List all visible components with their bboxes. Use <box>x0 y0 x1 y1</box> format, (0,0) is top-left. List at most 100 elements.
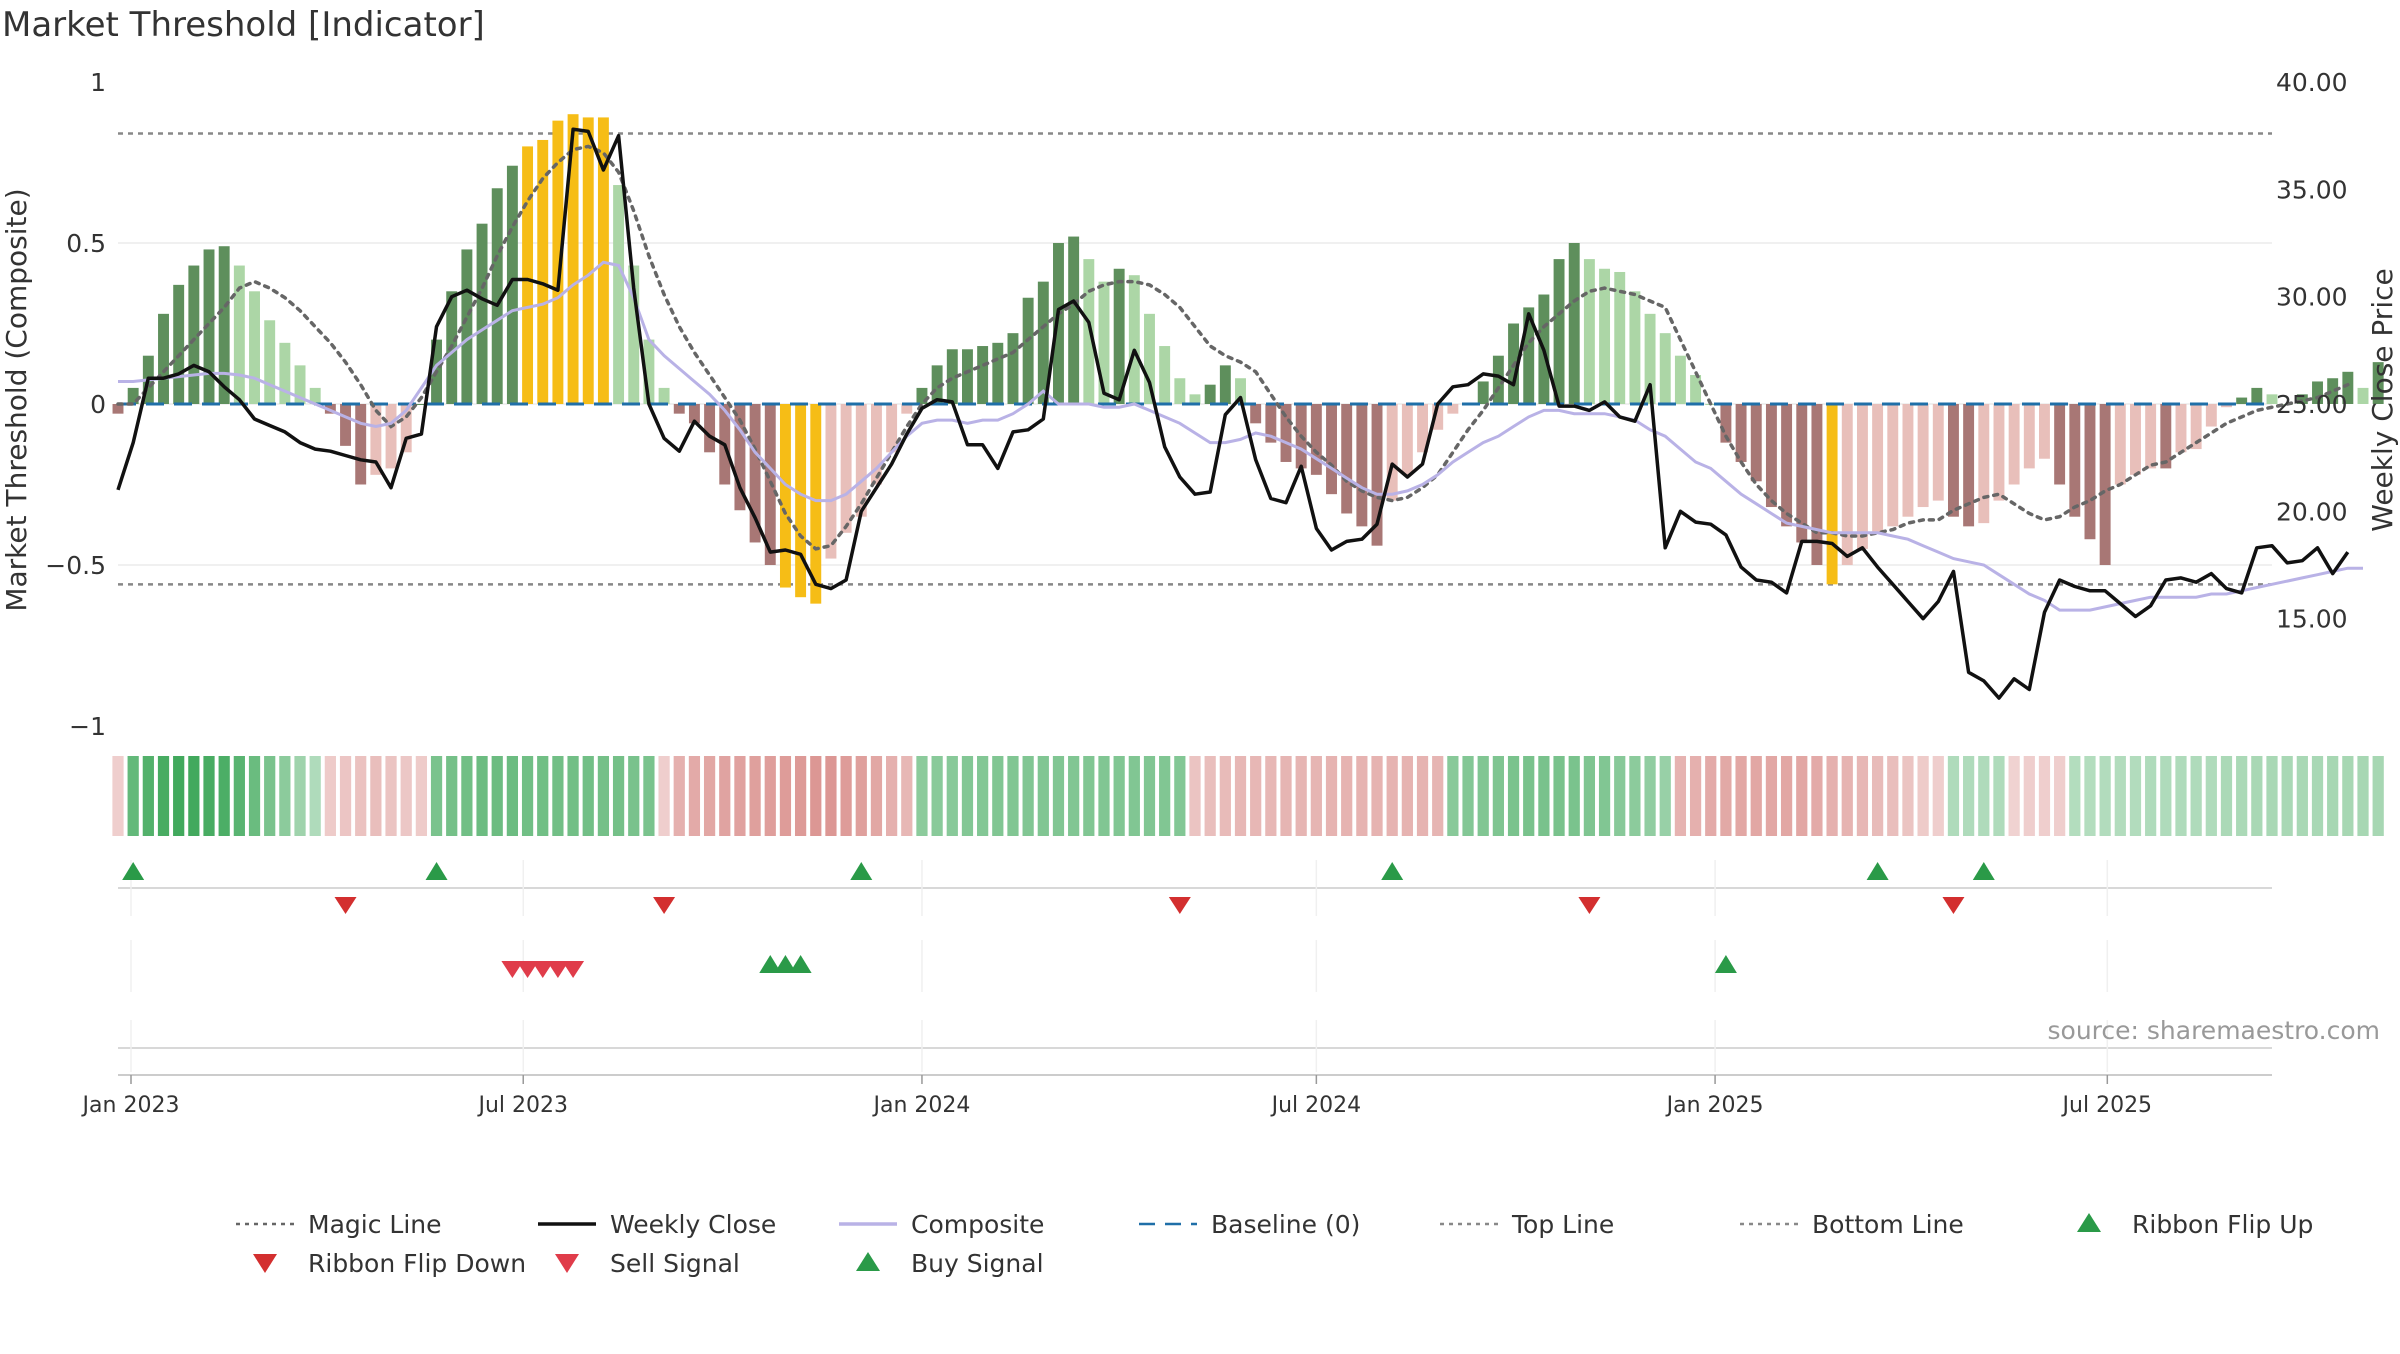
ribbon-cell <box>233 756 245 836</box>
composite-bar <box>795 404 807 598</box>
composite-bar <box>1553 259 1565 404</box>
chart-title: Market Threshold [Indicator] <box>2 5 485 45</box>
composite-bar <box>2327 378 2339 404</box>
composite-bar <box>1113 268 1125 404</box>
ribbon-cell <box>1689 756 1702 836</box>
ribbon-cell <box>1811 756 1823 836</box>
composite-bar <box>704 404 716 453</box>
ribbon-cell <box>279 756 291 836</box>
ribbon-cell <box>2190 756 2202 836</box>
ribbon-cell <box>1780 756 1793 836</box>
legend-item: Magic Line <box>236 1210 442 1239</box>
sell-signal-marker <box>546 961 569 978</box>
ribbon-cell <box>1856 756 1869 836</box>
ribbon-flip-down-marker <box>653 897 676 914</box>
left-tick-label: 0.5 <box>66 229 106 258</box>
ribbon-cell <box>794 756 807 836</box>
legend-label: Bottom Line <box>1812 1210 1964 1239</box>
ribbon-cell <box>688 756 701 836</box>
composite-bar <box>673 404 685 414</box>
composite-bar <box>1204 384 1216 404</box>
composite-bar <box>2084 404 2096 540</box>
ribbon-cell <box>1765 756 1778 836</box>
ribbon-cell <box>1219 756 1231 836</box>
x-tick-label: Jul 2025 <box>2061 1093 2153 1118</box>
composite-bar <box>613 185 625 404</box>
composite-bar <box>946 349 958 404</box>
right-tick-label: 20.00 <box>2276 497 2348 526</box>
ribbon-cell <box>1871 756 1884 836</box>
ribbon-cell <box>1356 756 1368 836</box>
legend-item: Ribbon Flip Up <box>2077 1210 2313 1239</box>
ribbon-flip-down-marker <box>334 897 357 914</box>
legend-item: Composite <box>839 1210 1044 1239</box>
composite-bar <box>1993 404 2005 501</box>
ribbon-cell <box>961 756 974 836</box>
composite-bar <box>1250 404 1262 424</box>
legend-item: Bottom Line <box>1740 1210 1964 1239</box>
ribbon-cell <box>992 756 1004 836</box>
ribbon-cell <box>901 756 913 836</box>
composite-bar <box>901 404 913 414</box>
left-tick-label: −1 <box>69 712 106 741</box>
left-axis-label: Market Threshold (Composite) <box>0 188 33 611</box>
ribbon-cell <box>2129 756 2142 836</box>
ribbon-cell <box>567 756 579 836</box>
composite-bar <box>1750 404 1762 482</box>
composite-bar <box>1265 404 1277 443</box>
composite-bars <box>112 114 2384 604</box>
weekly-close-line <box>116 127 2350 700</box>
composite-bar <box>1902 404 1914 517</box>
composite-bar <box>203 249 215 404</box>
composite-bar <box>158 313 169 404</box>
ribbon-cell <box>385 756 397 836</box>
composite-bar <box>2372 362 2384 404</box>
ribbon-cell <box>1462 756 1474 836</box>
ribbon-cell <box>1371 756 1383 836</box>
composite-bar <box>522 146 534 404</box>
ribbon-cell <box>309 756 321 836</box>
ribbon-cell <box>324 756 336 836</box>
ribbon-cell <box>2205 756 2217 836</box>
ribbon-cell <box>1113 756 1125 836</box>
composite-bar <box>1098 281 1110 404</box>
composite-bar <box>1523 307 1535 404</box>
ribbon-cell <box>264 756 276 836</box>
composite-bar <box>218 246 230 404</box>
composite-bar <box>188 265 200 404</box>
legend-label: Magic Line <box>308 1210 442 1239</box>
sell-signal-marker <box>562 961 585 978</box>
legend-swatch <box>856 1252 880 1271</box>
composite-bar <box>552 120 564 404</box>
ribbon-cell <box>339 756 352 836</box>
ribbon-cell <box>1250 756 1262 836</box>
left-axis-ticks: 1 0.5 0 −0.5 −1 <box>45 68 106 741</box>
x-axis: Jan 2023 Jul 2023 Jan 2024 Jul 2024 Jan 2025… <box>81 1074 2272 1118</box>
ribbon-cell <box>1644 756 1656 836</box>
composite-bar <box>1280 404 1292 462</box>
composite-bar <box>1037 281 1049 404</box>
ribbon-cell <box>1507 756 1520 836</box>
composite-bar <box>476 223 488 404</box>
ribbon-cell <box>886 756 898 836</box>
composite-bar <box>2054 404 2066 485</box>
ribbon-cell <box>1947 756 1960 836</box>
buy-signal-marker <box>789 955 812 973</box>
composite-bar <box>2296 394 2308 404</box>
composite-bar <box>1447 404 1459 414</box>
composite-bar <box>506 165 518 404</box>
left-tick-label: −0.5 <box>45 551 106 580</box>
composite-bar <box>1583 259 1595 404</box>
ribbon-cell <box>1325 756 1338 836</box>
ribbon-cell <box>370 756 382 836</box>
ribbon-cell <box>1310 756 1322 836</box>
composite-bar <box>112 404 124 414</box>
composite-bar <box>1341 404 1353 514</box>
ribbon-cell <box>1265 756 1277 836</box>
ribbon-cell <box>2114 756 2126 836</box>
ribbon-cell <box>1674 756 1687 836</box>
x-tick-label: Jul 2023 <box>476 1093 568 1118</box>
composite-bar <box>1007 333 1019 404</box>
composite-bar <box>249 291 260 404</box>
